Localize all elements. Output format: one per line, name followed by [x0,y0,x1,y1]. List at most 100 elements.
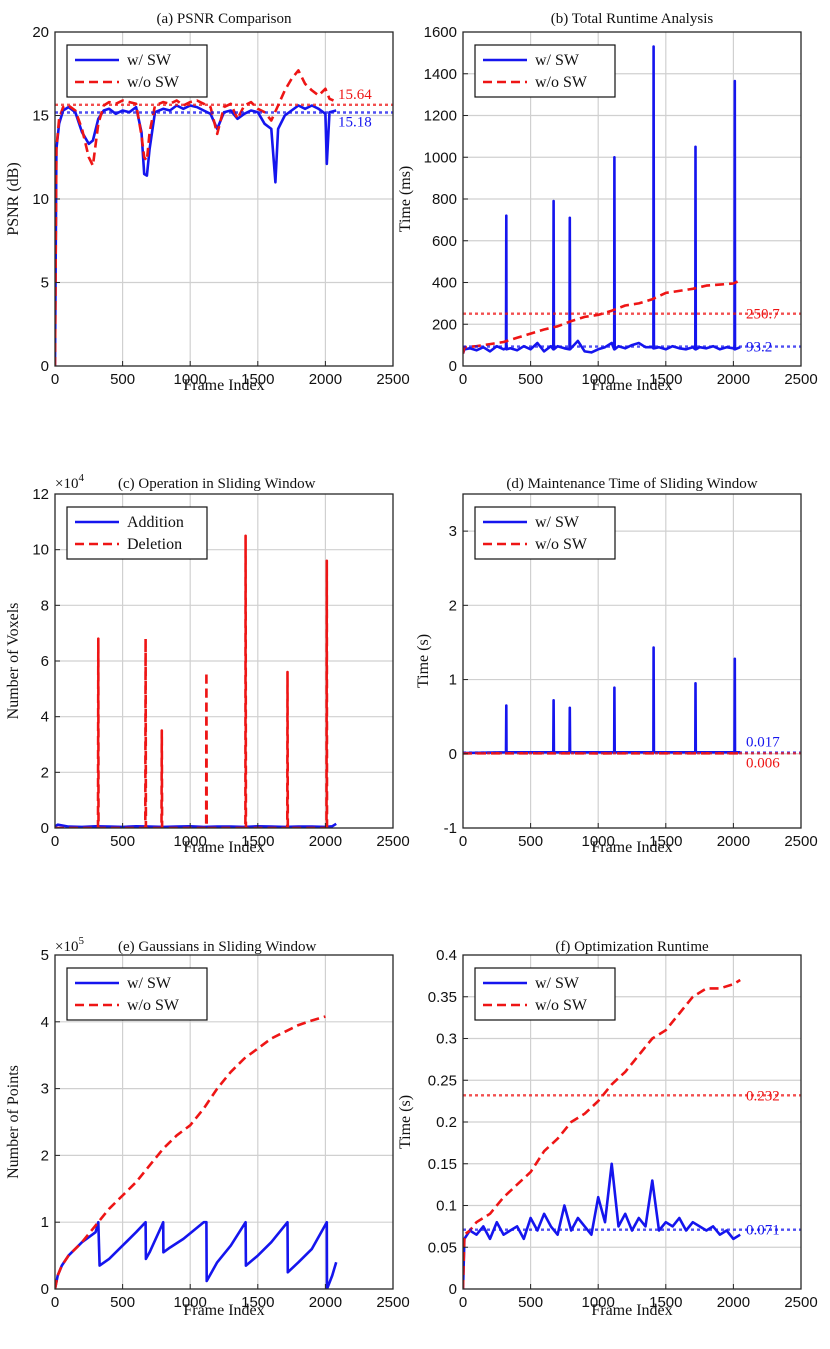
x-tick-label: 1000 [582,1294,615,1311]
y-tick-label: 0.05 [428,1239,457,1256]
x-tick-label: 1000 [174,371,207,388]
x-tick-label: 1500 [649,1294,682,1311]
x-tick-label: 2000 [309,371,342,388]
plot-area: 0.232 0.071 0 500 1000 1500 2000 2500 0 0.05 0.1 0.… [428,947,818,1311]
axes-frame [462,493,802,829]
plot-area: 0 500 1000 1500 2000 2500 0 2 4 6 8 10 12 Addition Del… [32,486,409,850]
legend-label: w/ SW [127,975,172,992]
x-tick-label: 1500 [649,833,682,850]
y-axis-label: Number of Points [5,1065,22,1179]
x-axis-label: Frame Index [183,839,264,856]
y-tick-label: 0.2 [436,1114,457,1131]
y-tick-label: 0.3 [436,1031,457,1048]
panel-e-gaussians-in-sliding-window: ×105 (e) Gaussians in Sliding Window Fra… [5,935,410,1319]
x-tick-label: 0 [459,1294,467,1311]
x-tick-label: 2500 [376,1294,409,1311]
y-tick-label: 1600 [424,24,457,41]
y-axis-label: Time (s) [397,1095,414,1149]
legend-label: w/o SW [535,536,588,553]
y-tick-label: 12 [32,486,49,503]
x-tick-label: 2500 [784,371,817,388]
chart-title: (c) Operation in Sliding Window [118,476,316,492]
panel-d-maintenance-time: (d) Maintenance Time of Sliding Window F… [415,476,818,856]
y-tick-label: 1000 [424,149,457,166]
legend-label: w/ SW [535,975,580,992]
x-tick-label: 2000 [309,1294,342,1311]
mean-value-label: 93.2 [746,340,772,356]
x-tick-label: 1500 [241,371,274,388]
y-tick-label: 0.4 [436,947,457,964]
x-tick-label: 2000 [309,833,342,850]
x-tick-label: 2500 [784,1294,817,1311]
x-axis-label: Frame Index [591,839,672,856]
y-tick-label: -1 [444,820,457,837]
y-tick-label: 6 [41,653,49,670]
x-tick-label: 2500 [376,833,409,850]
x-tick-label: 0 [51,371,59,388]
y-tick-label: 0.35 [428,989,457,1006]
x-tick-label: 2000 [717,1294,750,1311]
y-tick-label: 1200 [424,108,457,125]
x-axis-label: Frame Index [591,1302,672,1319]
x-tick-label: 500 [518,833,543,850]
x-tick-label: 2500 [784,833,817,850]
series-line-w-sw [463,1162,741,1289]
y-tick-label: 20 [32,24,49,41]
multiplier-label: ×105 [55,935,84,955]
x-tick-label: 1500 [241,1294,274,1311]
y-tick-label: 0 [41,358,49,375]
y-axis-label: Number of Voxels [5,603,22,720]
x-axis-label: Frame Index [183,377,264,394]
multiplier-exponent: 5 [78,935,84,947]
legend-box [66,44,208,98]
series-line-w-o-sw [463,978,741,1289]
x-tick-label: 1000 [174,833,207,850]
y-tick-label: 15 [32,108,49,125]
legend-label: w/ SW [535,514,580,531]
y-tick-label: 400 [432,275,457,292]
y-tick-label: 600 [432,233,457,250]
chart-title: (f) Optimization Runtime [555,939,709,955]
y-tick-label: 4 [41,709,49,726]
x-tick-label: 1000 [582,371,615,388]
y-tick-label: 0.25 [428,1072,457,1089]
y-axis-label: PSNR (dB) [5,162,22,235]
legend-label: w/ SW [127,52,172,69]
x-tick-label: 500 [110,371,135,388]
y-tick-label: 10 [32,191,49,208]
y-tick-label: 5 [41,275,49,292]
mean-value-label: 0.071 [746,1223,780,1239]
multiplier-label: ×104 [55,472,84,492]
y-tick-label: 3 [449,523,457,540]
legend-box [66,506,208,560]
mean-value-label: 0.006 [746,755,780,771]
series-line-w-sw [55,1220,338,1289]
legend-label: w/ SW [535,52,580,69]
y-tick-label: 2 [41,1147,49,1164]
x-axis-label: Frame Index [183,1302,264,1319]
chart-title: (e) Gaussians in Sliding Window [118,939,316,955]
y-tick-label: 0.1 [436,1198,457,1215]
axes-frame [54,954,394,1290]
plot-area: 15.18 15.64 0 500 1000 1500 2000 2500 0 5 10 15 20 w/… [32,24,409,388]
x-tick-label: 0 [459,371,467,388]
series-line-w-o-sw [463,279,741,354]
legend-label: Deletion [127,536,182,553]
panel-c-operation-in-sliding-window: ×104 (c) Operation in Sliding Window Fra… [5,472,410,856]
series-line-addition [55,822,337,828]
series-line-w-o-sw [55,1015,326,1289]
x-tick-label: 0 [51,833,59,850]
x-tick-label: 0 [459,833,467,850]
y-tick-label: 1 [449,672,457,689]
x-tick-label: 500 [110,1294,135,1311]
x-tick-label: 500 [110,833,135,850]
legend-box [474,967,616,1021]
y-tick-label: 0 [449,1281,457,1298]
mean-value-label: 250.7 [746,307,780,323]
y-tick-label: 0 [41,820,49,837]
legend-box [474,44,616,98]
legend-label: w/o SW [535,997,588,1014]
panel-a-psnr-comparison: (a) PSNR Comparison Frame Index PSNR (dB… [5,11,410,394]
